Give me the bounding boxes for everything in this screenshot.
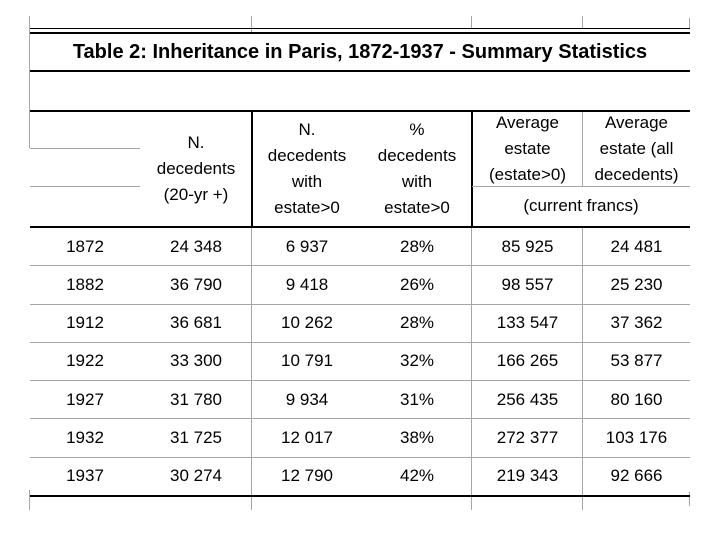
grid-tick-top-col5 [582,16,583,29]
cell-pct-decedents-estate: 42% [399,466,435,486]
data-gridline-col4-col5 [471,228,472,495]
cell-n-decedents: 24 348 [170,236,222,256]
column-header-pct-decedents-estate: % decedents with estate>0 [377,120,457,217]
column-header-n-decedents: N. decedents (20-yr +) [156,133,236,204]
table-title: Table 2: Inheritance in Paris, 1872-1937… [72,40,648,63]
rule-above-header [30,110,690,112]
cell-n-decedents-estate: 9 934 [285,389,329,409]
cell-n-decedents: 31 780 [170,389,222,409]
grid-tick-bottom-col2 [251,490,252,510]
rule-below-title [30,70,690,72]
cell-n-decedents: 31 725 [170,428,222,448]
column-header-n-decedents-estate: N. decedents with estate>0 [267,120,347,217]
cell-year: 1922 [66,351,104,371]
cell-avg-estate-positive: 256 435 [496,389,559,409]
cell-pct-decedents-estate: 26% [399,274,435,294]
header-gridline-col5-col6 [582,112,583,186]
units-note-current-francs: (current francs) [523,196,639,215]
cell-avg-estate-positive: 166 265 [496,351,559,371]
cell-avg-estate-all: 53 877 [610,351,663,371]
cell-avg-estate-positive: 85 925 [501,236,554,256]
cell-n-decedents-estate: 6 937 [285,236,329,256]
column-header-avg-estate-all: Average estate (all decedents) [594,113,679,184]
grid-tick-bottom-right [689,492,690,506]
cell-avg-estate-positive: 219 343 [496,466,559,486]
table-row-1932: 1932 31 725 12 017 38% 272 377 103 176 [30,418,690,456]
cell-avg-estate-all: 80 160 [610,389,663,409]
table-row-1912: 1912 36 681 10 262 28% 133 547 37 362 [30,303,690,342]
cell-avg-estate-all: 103 176 [605,428,668,448]
table-body: 1872 24 348 6 937 28% 85 925 24 481 1882… [30,228,690,495]
cell-pct-decedents-estate: 28% [399,236,435,256]
cell-avg-estate-all: 92 666 [610,466,663,486]
cell-n-decedents-estate: 9 418 [285,274,329,294]
table-row-1872: 1872 24 348 6 937 28% 85 925 24 481 [30,228,690,265]
table-row-1927: 1927 31 780 9 934 31% 256 435 80 160 [30,380,690,418]
data-gridline-col5-col6 [582,228,583,495]
rule-top-outer [30,28,690,29]
cell-avg-estate-positive: 98 557 [501,274,554,294]
cell-n-decedents: 36 790 [170,274,222,294]
cell-n-decedents-estate: 10 262 [281,313,333,333]
column-header-avg-estate-positive: Average estate (estate>0) [488,113,566,184]
cell-avg-estate-positive: 272 377 [496,428,559,448]
header-separator-col4-col5 [471,110,473,226]
grid-tick-bottom-left [29,490,30,510]
cell-pct-decedents-estate: 31% [399,389,435,409]
cell-year: 1927 [66,389,104,409]
cell-avg-estate-all: 25 230 [610,274,663,294]
cell-year: 1872 [66,236,104,256]
grid-tick-top-left [29,16,30,148]
summary-table: Table 2: Inheritance in Paris, 1872-1937… [30,28,690,498]
gridline-year-cell-2 [30,186,140,187]
cell-pct-decedents-estate: 32% [399,351,435,371]
cell-avg-estate-all: 37 362 [610,313,663,333]
cell-n-decedents-estate: 12 790 [281,466,333,486]
cell-pct-decedents-estate: 38% [399,428,435,448]
rule-below-header [30,226,690,228]
cell-n-decedents: 30 274 [170,466,222,486]
cell-avg-estate-positive: 133 547 [496,313,559,333]
grid-tick-bottom-col5 [582,490,583,510]
cell-year: 1882 [66,274,104,294]
gridline-above-francs [472,186,690,187]
grid-tick-top-col4 [471,16,472,29]
cell-pct-decedents-estate: 28% [399,313,435,333]
data-gridline-col2-col3 [251,228,252,495]
cell-year: 1937 [66,466,104,486]
cell-n-decedents-estate: 12 017 [281,428,333,448]
table-row-1882: 1882 36 790 9 418 26% 98 557 25 230 [30,265,690,303]
cell-avg-estate-all: 24 481 [610,236,663,256]
gridline-year-cell-1 [30,148,140,149]
header-separator-col2-col3 [251,110,253,226]
grid-tick-top-right [689,18,690,29]
table-row-1922: 1922 33 300 10 791 32% 166 265 53 877 [30,341,690,380]
grid-tick-top-col2 [251,16,252,34]
grid-tick-bottom-col4 [471,490,472,510]
cell-year: 1912 [66,313,104,333]
cell-year: 1932 [66,428,104,448]
cell-n-decedents: 36 681 [170,313,222,333]
table-row-1937: 1937 30 274 12 790 42% 219 343 92 666 [30,456,690,495]
cell-n-decedents-estate: 10 791 [281,351,333,371]
cell-n-decedents: 33 300 [170,351,222,371]
rule-bottom [30,495,690,497]
rule-top-inner [30,32,690,34]
